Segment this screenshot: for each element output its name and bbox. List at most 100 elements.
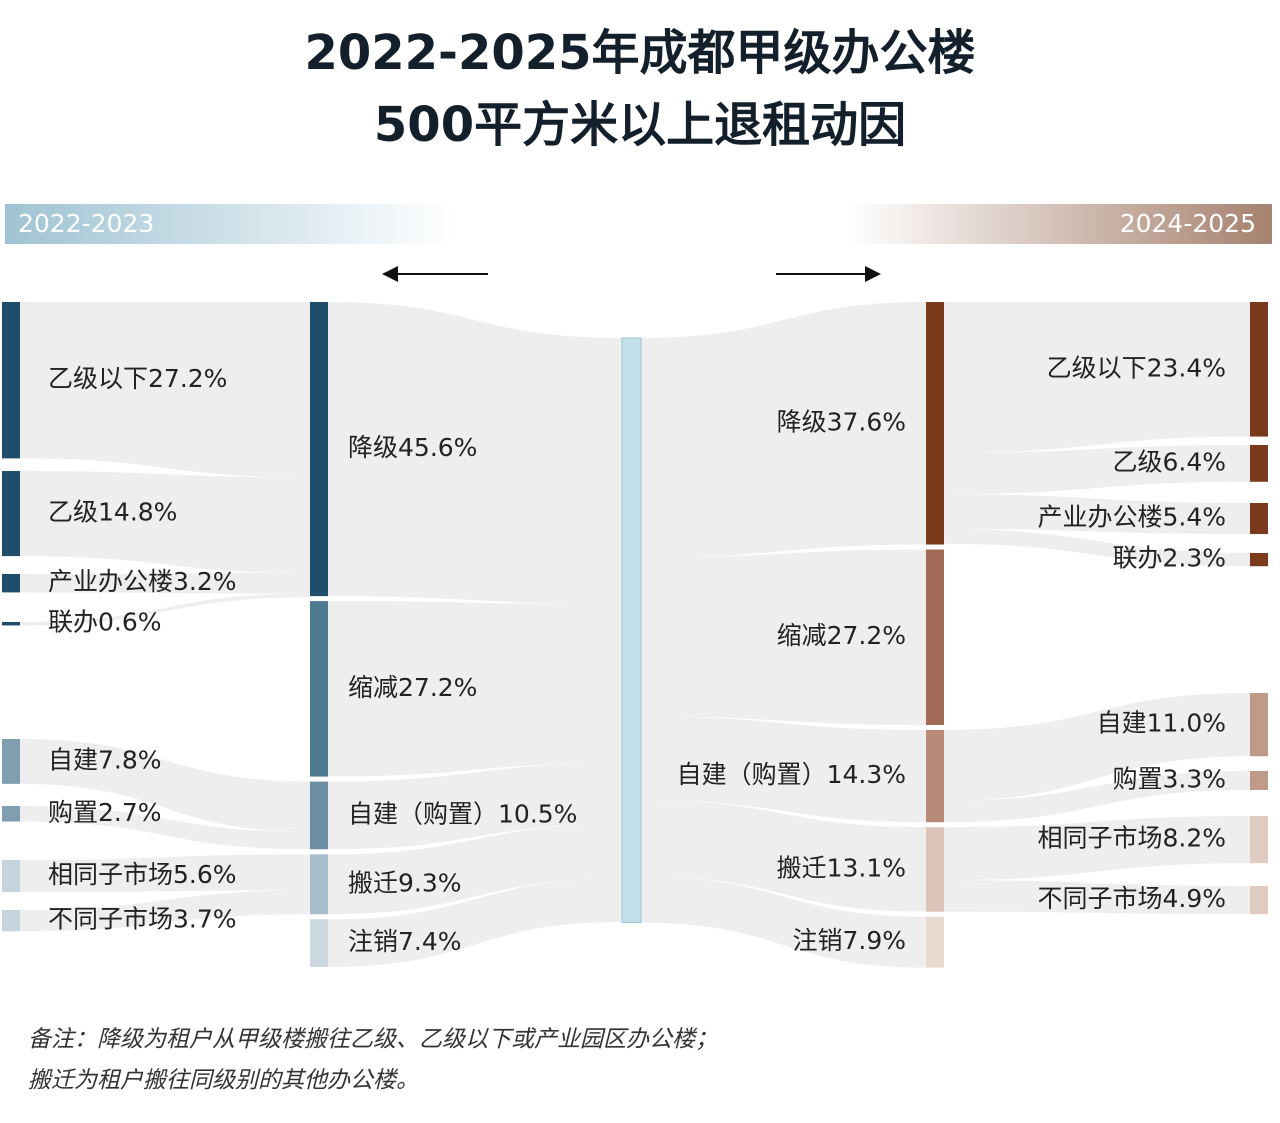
node-value-label: 27.2% <box>148 364 227 393</box>
node-name: 产业办公楼 <box>1037 503 1162 532</box>
node-label: 缩减27.2% <box>348 673 477 702</box>
node-name: 自建 <box>1097 709 1147 738</box>
link <box>944 494 1250 535</box>
node-value-label: 8.2% <box>1162 824 1226 853</box>
node-label: 自建（购置）14.3% <box>677 760 906 789</box>
center-node <box>621 337 642 924</box>
node-name: 自建 <box>48 745 98 774</box>
chart-title: 500平方米以上退租动因 <box>374 97 906 153</box>
link <box>20 593 310 626</box>
node-label: 购置3.3% <box>1112 764 1226 793</box>
period-bar <box>848 204 1272 244</box>
node-label: 缩减27.2% <box>777 621 906 650</box>
node-value-label: 9.3% <box>398 868 462 897</box>
outer-node <box>2 860 20 893</box>
node-label: 搬迁9.3% <box>348 868 462 897</box>
node-label: 自建7.8% <box>48 745 162 774</box>
link <box>641 876 926 968</box>
arrow <box>382 266 881 282</box>
link <box>944 693 1250 801</box>
outer-node <box>1250 553 1268 567</box>
chart-title: 2022-2025年成都甲级办公楼 <box>304 25 975 81</box>
node-value-label: 11.0% <box>1147 709 1226 738</box>
link <box>20 302 310 478</box>
node-value-label: 3.7% <box>173 905 237 934</box>
node-value-label: 27.2% <box>398 673 477 702</box>
outer-node <box>2 739 20 784</box>
link <box>641 716 926 823</box>
node-value-label: 37.6% <box>827 407 906 436</box>
node-value-label: 14.3% <box>827 760 906 789</box>
node-name: 乙级以下 <box>48 364 148 393</box>
links <box>20 302 1250 968</box>
node-value-label: 10.5% <box>498 799 577 828</box>
node-value-label: 7.4% <box>398 927 462 956</box>
node-value-label: 3.2% <box>173 567 237 596</box>
link <box>328 302 622 605</box>
node-value-label: 2.7% <box>98 798 162 827</box>
node-value-label: 4.9% <box>1162 884 1226 913</box>
outer-node <box>2 302 20 459</box>
link <box>641 549 926 725</box>
outer-node <box>2 622 20 626</box>
middle-node <box>310 781 328 850</box>
link <box>641 799 926 912</box>
node-value-label: 3.3% <box>1162 764 1226 793</box>
node-name: 相同子市场 <box>48 860 173 889</box>
node-name: 不同子市场 <box>1037 884 1162 913</box>
link <box>20 739 310 832</box>
node-name: 降级 <box>777 407 827 436</box>
outer-node <box>2 806 20 822</box>
link <box>20 471 310 573</box>
node-value-label: 45.6% <box>398 433 477 462</box>
node-name: 搬迁 <box>348 868 398 897</box>
middle-node <box>310 854 328 915</box>
outer-node <box>1250 445 1268 482</box>
node-label: 搬迁13.1% <box>777 853 906 882</box>
node-label: 自建11.0% <box>1097 709 1226 738</box>
node-value-label: 6.4% <box>1162 447 1226 476</box>
node-value-label: 7.8% <box>98 745 162 774</box>
node-label: 注销7.4% <box>348 927 462 956</box>
note: 备注：降级为租户从甲级楼搬往乙级、乙级以下或产业园区办公楼； <box>28 1027 718 1053</box>
node-name: 缩减 <box>777 621 827 650</box>
node-value-label: 13.1% <box>827 853 906 882</box>
node-name: 产业办公楼 <box>48 567 173 596</box>
node-label: 降级45.6% <box>348 433 477 462</box>
node-name: 注销 <box>348 927 398 956</box>
period-bar <box>5 204 455 244</box>
nodes: 降级45.6%乙级以下27.2%乙级14.8%产业办公楼3.2%联办0.6%缩减… <box>2 302 1268 968</box>
node-label: 乙级14.8% <box>48 498 177 527</box>
node-label: 相同子市场5.6% <box>48 860 237 889</box>
outer-node <box>2 574 20 593</box>
link <box>328 601 622 777</box>
link <box>20 890 310 932</box>
node-value-label: 14.8% <box>98 498 177 527</box>
node-name: 搬迁 <box>777 853 827 882</box>
node-label: 不同子市场3.7% <box>48 905 237 934</box>
link <box>20 854 310 893</box>
middle-node <box>310 919 328 967</box>
node-name: 联办 <box>1112 544 1162 573</box>
node-name: 购置 <box>48 798 98 827</box>
outer-node <box>2 910 20 932</box>
outer-node <box>1250 886 1268 915</box>
middle-node <box>926 729 944 823</box>
outer-node <box>1250 771 1268 790</box>
outer-node <box>1250 503 1268 535</box>
middle-node <box>926 549 944 725</box>
node-value-label: 5.6% <box>173 860 237 889</box>
link <box>328 763 622 850</box>
middle-node <box>310 601 328 777</box>
node-label: 乙级以下27.2% <box>48 364 227 393</box>
node-name: 缩减 <box>348 673 398 702</box>
node-value-label: 5.4% <box>1162 503 1226 532</box>
period-label: 2022-2023 <box>18 209 154 238</box>
link <box>944 445 1250 495</box>
node-name: 自建（购置） <box>677 760 827 789</box>
middle-node <box>926 916 944 968</box>
node-name: 不同子市场 <box>48 905 173 934</box>
node-label: 联办0.6% <box>48 608 162 637</box>
node-name: 自建（购置） <box>348 799 498 828</box>
